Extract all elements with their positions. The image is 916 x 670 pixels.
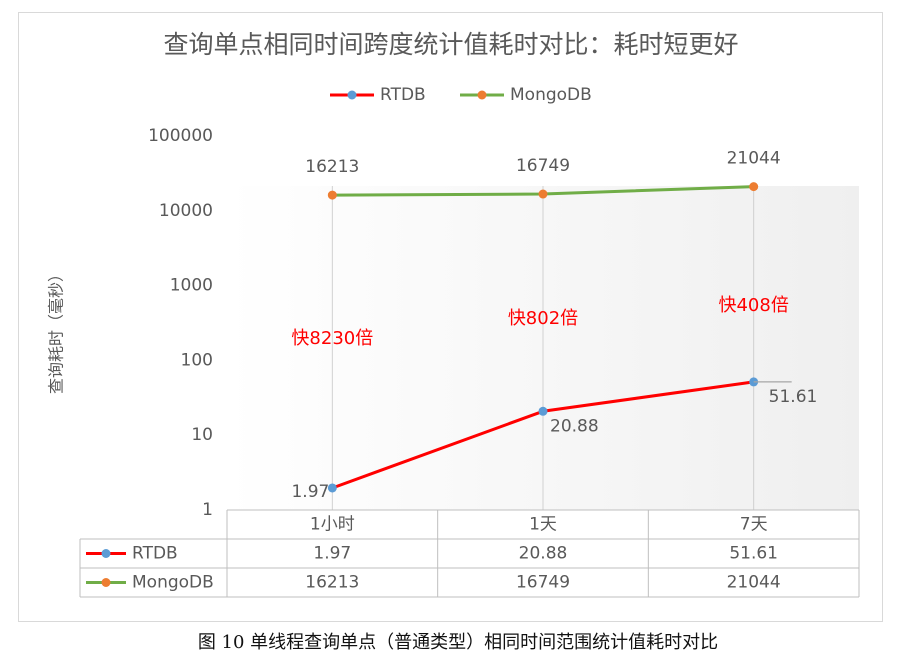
figure-caption: 图 10 单线程查询单点（普通类型）相同时间范围统计值耗时对比 <box>197 632 719 653</box>
legend-marker-mongodb <box>477 90 487 100</box>
y-tick-label: 1000 <box>170 276 213 296</box>
chart-title: 查询单点相同时间跨度统计值耗时对比：耗时短更好 <box>163 30 738 59</box>
table-cell: 21044 <box>727 573 781 593</box>
table-legend-marker-mongodb <box>101 578 111 587</box>
data-label-rtdb: 20.88 <box>550 416 599 436</box>
data-point-mongodb <box>538 189 548 199</box>
x-tick-label: 1天 <box>529 515 557 535</box>
y-tick-label: 10000 <box>159 201 213 221</box>
table-cell: 1.97 <box>313 544 351 564</box>
y-tick-label: 100 <box>181 350 213 370</box>
annotation-speedup: 快408倍 <box>718 295 788 316</box>
x-tick-label: 1小时 <box>310 515 355 535</box>
y-tick-label: 100000 <box>148 126 213 146</box>
legend-label-mongodb: MongoDB <box>510 85 592 105</box>
data-point-rtdb <box>538 406 548 416</box>
data-label-mongodb: 16749 <box>516 156 570 176</box>
legend-label-rtdb: RTDB <box>380 85 426 105</box>
data-label-rtdb: 51.61 <box>769 387 818 407</box>
data-label-rtdb: 1.97 <box>291 482 329 502</box>
table-cell: 16749 <box>516 573 570 593</box>
x-tick-label: 7天 <box>740 515 768 535</box>
table-cell: 20.88 <box>519 544 568 564</box>
table-cell: 51.61 <box>729 544 778 564</box>
annotation-speedup: 快802倍 <box>508 308 578 329</box>
table-series-name: MongoDB <box>132 573 214 593</box>
data-point-rtdb <box>327 483 337 493</box>
annotation-speedup: 快8230倍 <box>291 328 373 349</box>
data-point-mongodb <box>327 190 337 200</box>
y-tick-label: 10 <box>191 425 213 445</box>
data-point-mongodb <box>749 182 759 192</box>
y-tick-label: 1 <box>202 500 213 520</box>
data-label-mongodb: 21044 <box>727 149 781 169</box>
data-label-mongodb: 16213 <box>305 157 359 177</box>
table-legend-marker-rtdb <box>101 549 111 558</box>
y-axis-label: 查询耗时（毫秒） <box>47 266 66 394</box>
table-cell: 16213 <box>305 573 359 593</box>
table-series-name: RTDB <box>132 544 178 564</box>
legend-marker-rtdb <box>347 90 357 100</box>
